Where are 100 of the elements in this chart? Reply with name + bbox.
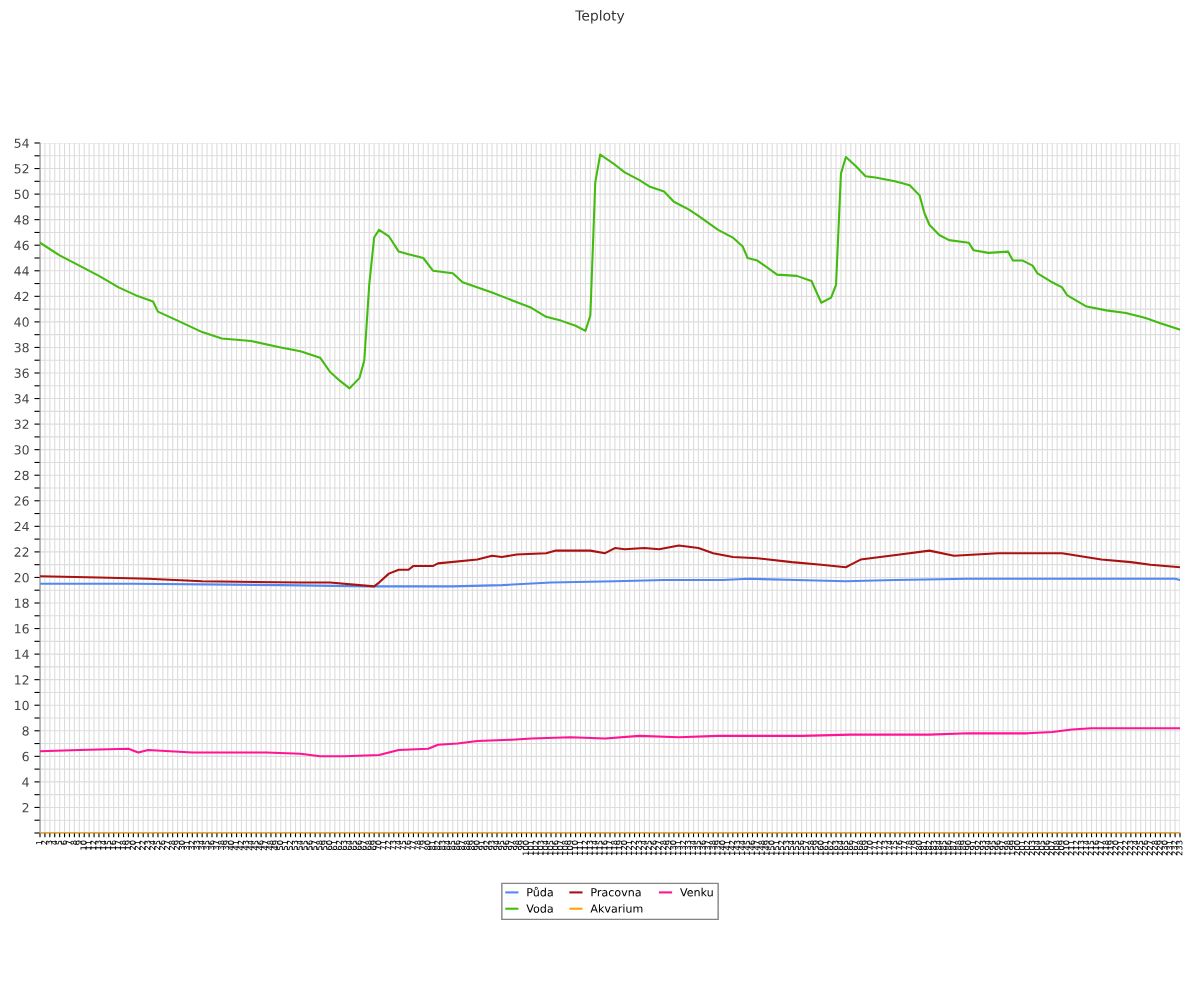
x-tick-label: 55 [301,840,308,850]
y-tick-label: 46 [14,240,29,251]
y-tick-label: 12 [15,675,29,685]
y-tick-label: 26 [14,496,29,506]
y-tick-label: 6 [22,751,29,762]
x-tick-label: 207 [1048,840,1055,856]
x-tick-label: 222 [1122,840,1129,856]
legend-label: Půda [527,886,553,897]
y-tick-label: 32 [14,419,29,430]
x-tick-label: 91 [478,840,485,851]
x-tick-label: 97 [507,840,515,851]
x-tick-label: 190 [964,840,972,855]
x-tick-label: 187 [950,840,957,855]
x-tick-label: 159 [812,840,819,855]
x-tick-label: 99 [517,840,524,851]
x-tick-label: 172 [876,840,883,855]
x-tick-label: 134 [689,840,696,855]
x-tick-label: 128 [660,840,667,855]
x-tick-label: 10 [80,840,87,850]
x-tick-label: 130 [669,840,677,855]
x-tick-label: 198 [1004,840,1011,855]
y-tick-label: 20 [14,572,29,583]
y-tick-label: 28 [14,470,29,481]
x-tick-label: 181 [920,840,927,855]
x-tick-label: 71 [380,840,387,850]
x-tick-label: 154 [788,840,795,855]
x-tick-label: 20 [129,840,136,850]
x-tick-label: 87 [458,840,465,850]
x-tick-label: 141 [724,840,731,855]
x-tick-label: 197 [999,840,1006,855]
x-tick-label: 115 [596,840,603,855]
x-tick-label: 109 [566,840,574,855]
x-tick-label: 48 [267,840,274,851]
x-tick-label: 166 [846,840,854,855]
x-tick-label: 132 [679,840,687,855]
x-tick-label: 145 [743,840,750,855]
x-tick-label: 205 [1038,840,1045,856]
x-tick-label: 149 [763,840,770,855]
x-tick-label: 117 [606,840,613,855]
x-tick-label: 111 [576,840,583,855]
chart-title: Teploty [575,10,625,24]
x-tick-label: 202 [1023,840,1031,856]
x-tick-label: 124 [640,840,647,855]
x-tick-label: 122 [630,840,637,855]
x-tick-label: 51 [281,840,289,850]
x-tick-label: 210 [1063,840,1070,856]
x-tick-label: 162 [827,840,834,855]
x-tick-label: 155 [792,840,800,855]
y-tick-label: 30 [14,445,29,455]
x-tick-label: 105 [547,840,554,855]
x-tick-label: 56 [306,840,313,850]
x-tick-label: 101 [527,840,534,855]
x-tick-label: 3 [45,840,53,845]
x-tick-label: 39 [222,840,230,850]
x-tick-label: 67 [360,840,367,850]
x-tick-label: 131 [674,840,682,855]
x-tick-label: 4 [50,840,58,845]
x-tick-label: 169 [861,840,868,855]
x-tick-label: 36 [208,840,215,850]
x-tick-label: 12 [90,840,97,850]
x-tick-label: 183 [930,840,937,855]
x-tick-label: 148 [758,840,765,855]
x-tick-label: 216 [1092,840,1099,856]
x-tick-label: 17 [114,840,121,850]
y-tick-label: 52 [14,164,29,174]
x-tick-label: 8 [70,840,77,845]
x-tick-label: 90 [473,840,480,851]
x-tick-label: 227 [1146,840,1153,856]
x-tick-label: 11 [85,840,92,850]
x-tick-label: 144 [738,840,745,855]
x-tick-label: 136 [699,840,706,855]
x-tick-label: 98 [512,840,520,851]
x-tick-label: 9 [75,840,82,845]
x-tick-label: 21 [134,840,141,850]
x-tick-label: 153 [783,840,790,855]
x-tick-label: 160 [817,840,824,855]
x-tick-label: 146 [748,840,755,855]
y-tick-label: 8 [22,726,29,736]
y-tick-label: 48 [14,215,29,225]
x-tick-label: 76 [404,840,411,850]
y-tick-label: 16 [15,624,29,634]
x-tick-label: 85 [448,840,456,850]
x-tick-label: 180 [915,840,922,855]
y-tick-label: 2 [22,802,29,813]
x-tick-label: 125 [645,840,652,855]
x-tick-label: 171 [871,840,878,855]
x-tick-label: 57 [311,840,318,850]
x-tick-label: 121 [625,840,632,855]
x-tick-label: 43 [242,840,249,851]
x-tick-label: 2 [41,840,48,845]
x-tick-label: 217 [1097,840,1104,856]
x-tick-label: 143 [733,840,741,855]
y-tick-label: 4 [22,777,29,787]
y-tick-label: 54 [14,138,29,148]
x-tick-label: 189 [959,840,967,855]
x-tick-label: 110 [571,840,579,855]
x-tick-label: 204 [1033,840,1040,856]
x-tick-label: 118 [611,840,618,855]
line-series [40,577,1180,588]
x-tick-label: 70 [375,840,382,850]
